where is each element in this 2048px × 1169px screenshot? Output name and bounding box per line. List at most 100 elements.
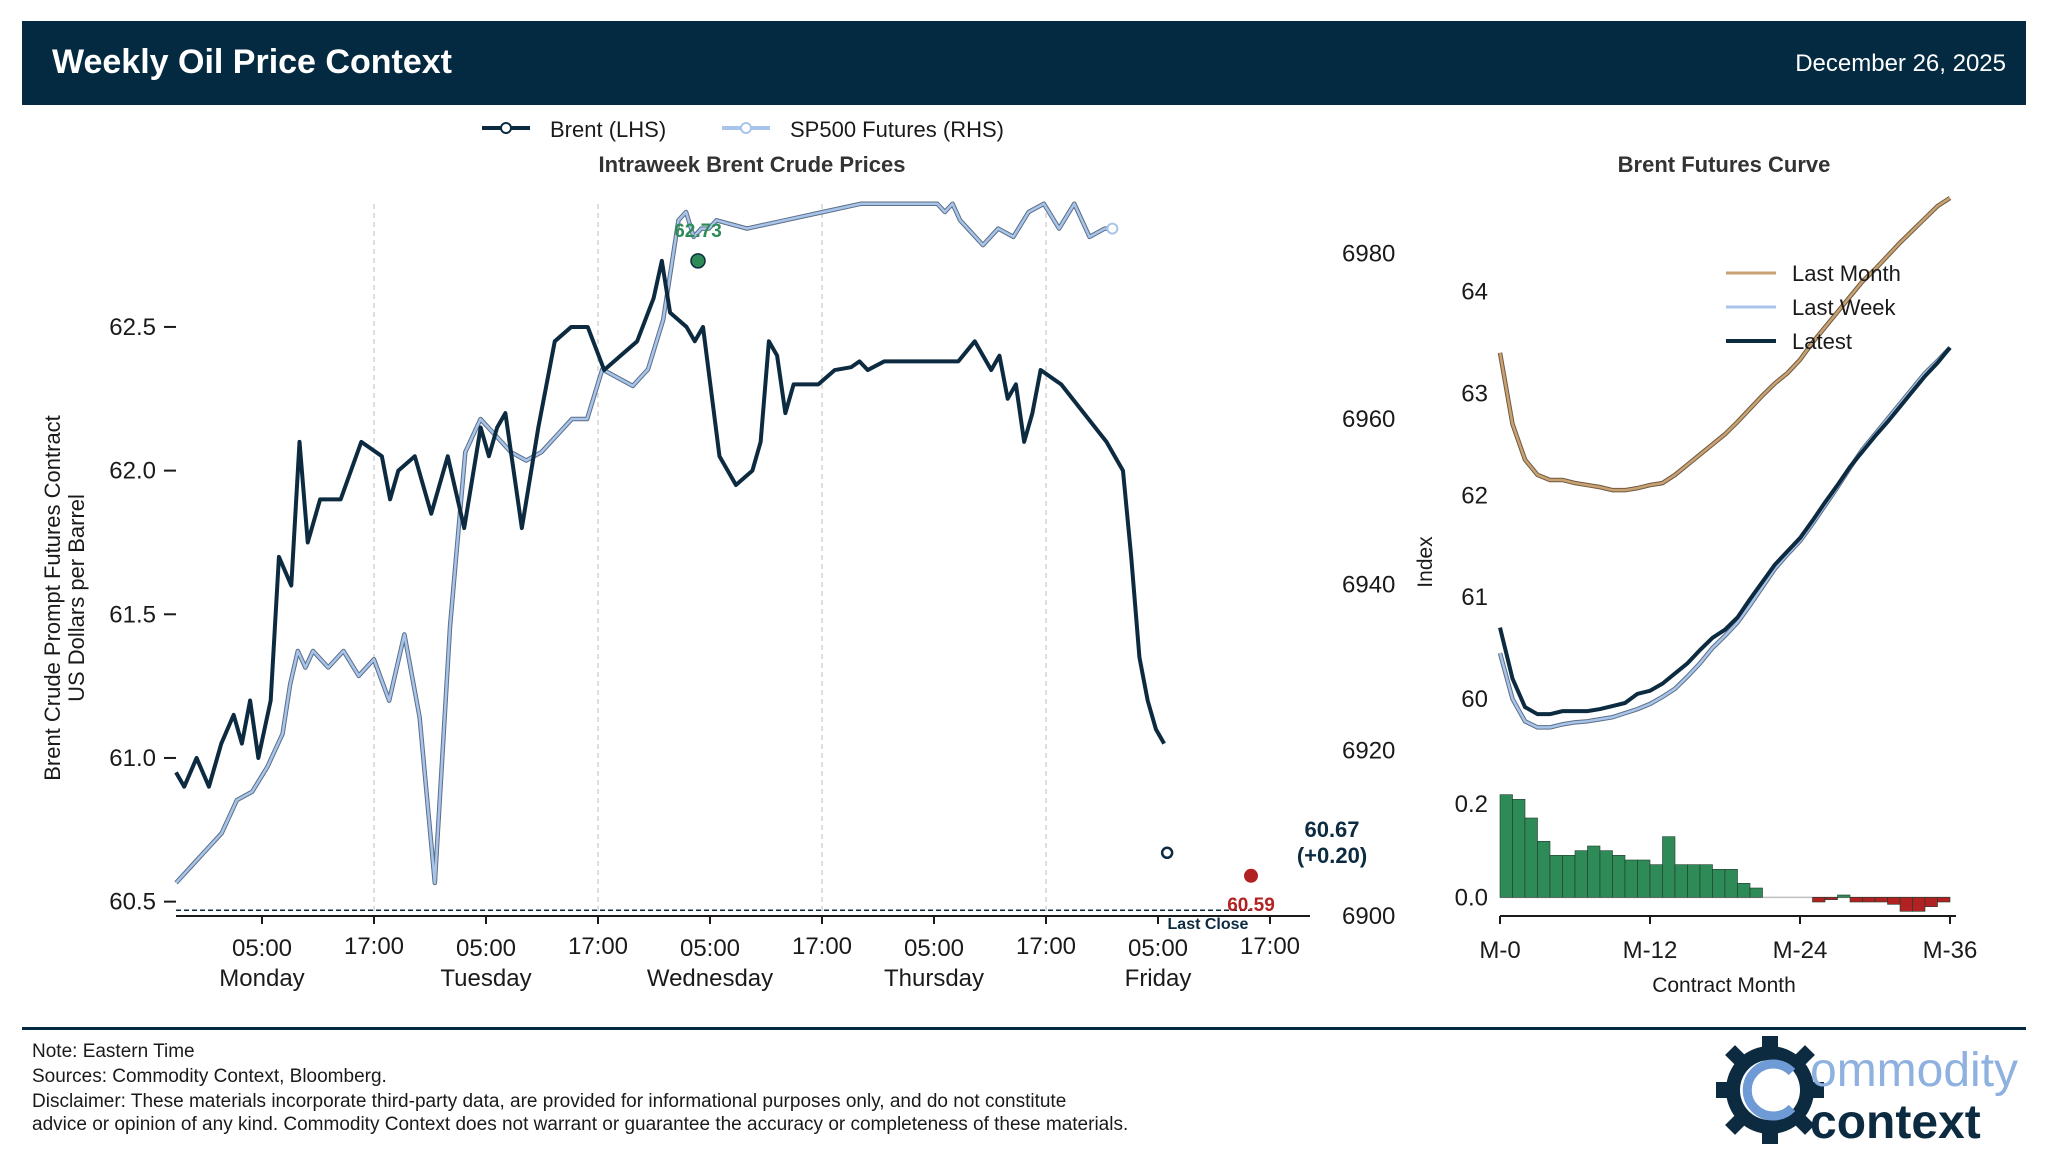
- last-week-outline: [1497, 346, 1952, 730]
- curve-change-bar: [1512, 799, 1526, 898]
- sp500-end-marker: [1106, 222, 1119, 235]
- curve-change-bar: [1724, 869, 1738, 898]
- curve-y-tick-label: 62: [1461, 482, 1488, 509]
- y-right-tick-label: 6900: [1342, 903, 1395, 930]
- legend-sp500-marker: [740, 122, 752, 134]
- curve-change-bar: [1837, 894, 1851, 898]
- curve-change-bar: [1699, 864, 1713, 898]
- x-tick-label: 05:00: [904, 935, 964, 962]
- futures-curve-axes: 60 61 62 63 64: [1461, 279, 1488, 713]
- y-right-tick-label: 6960: [1342, 406, 1395, 433]
- curve-change-bar: [1824, 897, 1838, 900]
- brent-end-marker: [1160, 846, 1174, 860]
- curve-legend-label: Latest: [1792, 329, 1852, 354]
- curve-legend-label: Last Week: [1792, 295, 1897, 320]
- curve-change-bar: [1624, 859, 1638, 898]
- commodity-context-logo: ommodity context: [1716, 1036, 2018, 1149]
- x-tick-label: 17:00: [1016, 933, 1076, 960]
- curve-change-bar: [1574, 850, 1588, 898]
- curve-change-bar: [1899, 897, 1913, 912]
- curve-y-tick-label: 63: [1461, 380, 1488, 407]
- sp500-line-outline: [174, 201, 1113, 886]
- low-label: 60.59: [1227, 895, 1275, 916]
- x-tick-label: 17:00: [1240, 933, 1300, 960]
- curve-change-bar: [1674, 864, 1688, 898]
- curve-x-tick-label: M-36: [1923, 937, 1978, 964]
- intraweek-title: Intraweek Brent Crude Prices: [599, 152, 906, 177]
- brent-line: [174, 258, 1166, 789]
- curve-legend-label: Last Month: [1792, 261, 1901, 286]
- curve-change-bar: [1637, 859, 1651, 898]
- y-left-tick-label: 60.5: [109, 889, 156, 916]
- footer-disclaimer-1: Disclaimer: These materials incorporate …: [32, 1091, 1067, 1112]
- y-right-tick-label: 6940: [1342, 572, 1395, 599]
- curve-change-bar: [1812, 897, 1826, 903]
- day-label: Friday: [1125, 965, 1192, 992]
- report-date: December 26, 2025: [1795, 50, 2006, 77]
- last-month-line: [1498, 196, 1951, 492]
- curve-y-tick-label: 61: [1461, 584, 1488, 611]
- curve-change-bar: [1937, 897, 1951, 903]
- y-right-tick-label: 6980: [1342, 240, 1395, 267]
- curve-change-bar: [1749, 887, 1763, 898]
- futures-curve-chart: Brent Futures Curve Index Contract Month…: [1414, 152, 1977, 997]
- footer-note: Note: Eastern Time: [32, 1041, 195, 1062]
- day-label: Thursday: [884, 965, 984, 992]
- footer-divider: [22, 1027, 2026, 1030]
- curve-change-bars: [1499, 794, 1951, 912]
- futures-curve-series: [1497, 196, 1952, 730]
- logo-word-commodity: ommodity: [1810, 1044, 2018, 1097]
- legend-sp500-label: SP500 Futures (RHS): [790, 117, 1004, 142]
- footer-sources: Sources: Commodity Context, Bloomberg.: [32, 1066, 387, 1087]
- curve-change-bar: [1874, 897, 1888, 903]
- y-left-tick-label: 62.5: [109, 314, 156, 341]
- curve-change-bar: [1649, 864, 1663, 898]
- last-price-label: 60.67: [1304, 817, 1359, 842]
- intraweek-ylabel-line1: Brent Crude Prompt Futures Contract: [40, 415, 65, 781]
- logo-word-context: context: [1810, 1096, 1981, 1149]
- curve-change-bar: [1599, 850, 1613, 898]
- last-week-line: [1498, 346, 1951, 729]
- day-label: Monday: [219, 965, 304, 992]
- futures-curve-xlabel: Contract Month: [1652, 974, 1796, 997]
- curve-x-tick-label: M-0: [1479, 937, 1520, 964]
- gear-icon: [1716, 1036, 1824, 1144]
- x-tick-label: 17:00: [568, 933, 628, 960]
- x-tick-label: 05:00: [232, 935, 292, 962]
- intraweek-axes: 05:00 17:00 05:00 17:00 05:00 17:00 05:00 17:00…: [109, 240, 1395, 992]
- futures-curve-title: Brent Futures Curve: [1618, 152, 1831, 177]
- curve-change-bar: [1587, 845, 1601, 898]
- y-left-tick-label: 62.0: [109, 458, 156, 485]
- intraweek-series: [174, 201, 1250, 912]
- intraweek-legend: Brent (LHS) SP500 Futures (RHS): [482, 117, 1004, 142]
- futures-curve-legend: Last Month Last Week Latest: [1726, 261, 1901, 354]
- curve-change-bar: [1887, 897, 1901, 905]
- curve-change-bar: [1712, 869, 1726, 898]
- last-change-label: (+0.20): [1297, 843, 1367, 868]
- curve-change-bar: [1912, 897, 1926, 912]
- curve-change-bar: [1662, 836, 1676, 898]
- curve-change-bar: [1687, 864, 1701, 898]
- intraweek-chart: Brent (LHS) SP500 Futures (RHS) Intrawee…: [40, 117, 1395, 992]
- footer-disclaimer-2: advice or opinion of any kind. Commodity…: [32, 1114, 1129, 1135]
- curve-x-tick-label: M-24: [1773, 937, 1828, 964]
- curve-change-bar: [1862, 897, 1876, 903]
- legend-brent-label: Brent (LHS): [550, 117, 666, 142]
- day-label: Tuesday: [440, 965, 531, 992]
- x-tick-label: 17:00: [792, 933, 852, 960]
- bar-y-tick-label: 0.0: [1455, 884, 1488, 911]
- latest-line: [1498, 346, 1952, 717]
- x-tick-label: 05:00: [1128, 935, 1188, 962]
- curve-change-bar: [1562, 855, 1576, 898]
- low-marker: [1244, 868, 1258, 883]
- curve-x-tick-label: M-12: [1623, 937, 1678, 964]
- x-tick-label: 05:00: [456, 935, 516, 962]
- futures-curve-ylabel: Index: [1414, 536, 1437, 588]
- curve-change-bar: [1924, 897, 1938, 907]
- y-right-tick-label: 6920: [1342, 737, 1395, 764]
- high-marker: [690, 253, 706, 269]
- curve-change-bar: [1849, 897, 1863, 903]
- curve-change-bar: [1549, 855, 1563, 898]
- x-tick-label: 05:00: [680, 935, 740, 962]
